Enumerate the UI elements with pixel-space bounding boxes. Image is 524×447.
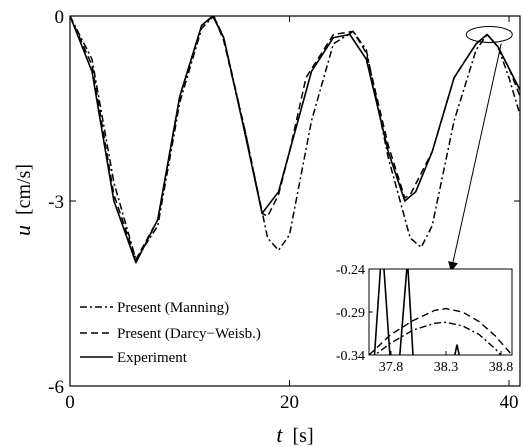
zoom-arrow (452, 44, 501, 268)
x-axis-symbol: t (276, 422, 283, 447)
main-series-group (70, 16, 520, 263)
x-tick-label: 40 (500, 392, 519, 413)
inset-background (369, 269, 512, 355)
inset-y-axis-ticks: -0.24 -0.29 -0.34 (336, 263, 373, 364)
x-axis-label: t [s] (276, 422, 313, 447)
y-axis-unit: [cm/s] (13, 164, 35, 215)
legend-label-darcy: Present (Darcy−Weisb.) (117, 326, 261, 342)
y-axis-symbol: u (10, 225, 35, 236)
zoom-highlight-ellipse (466, 27, 512, 43)
series-line-present-darcy-weisb (70, 16, 520, 260)
inset-y-tick-label: -0.29 (336, 306, 365, 321)
legend: Present (Manning) Present (Darcy−Weisb.)… (80, 300, 261, 366)
inset-y-tick-label: -0.34 (336, 349, 365, 364)
series-line-present-manning (70, 16, 520, 260)
y-tick-label: 0 (55, 7, 65, 28)
inset-x-tick-label: 37.8 (379, 360, 404, 375)
series-line-experiment (70, 16, 520, 263)
inset-y-tick-label: -0.24 (336, 263, 365, 278)
legend-label-manning: Present (Manning) (117, 300, 229, 316)
x-tick-label: 0 (65, 392, 75, 413)
inset-chart: 37.8 38.3 38.8 -0.24 -0.29 -0.34 (336, 243, 513, 375)
legend-label-experiment: Experiment (117, 350, 188, 366)
inset-x-tick-label: 38.8 (489, 360, 514, 375)
y-tick-label: -6 (48, 377, 64, 398)
inset-x-tick-label: 38.3 (434, 360, 459, 375)
x-axis-unit: [s] (293, 425, 314, 447)
y-axis-label: u [cm/s] (10, 164, 35, 236)
x-tick-label: 20 (280, 392, 299, 413)
y-tick-label: -3 (48, 192, 64, 213)
